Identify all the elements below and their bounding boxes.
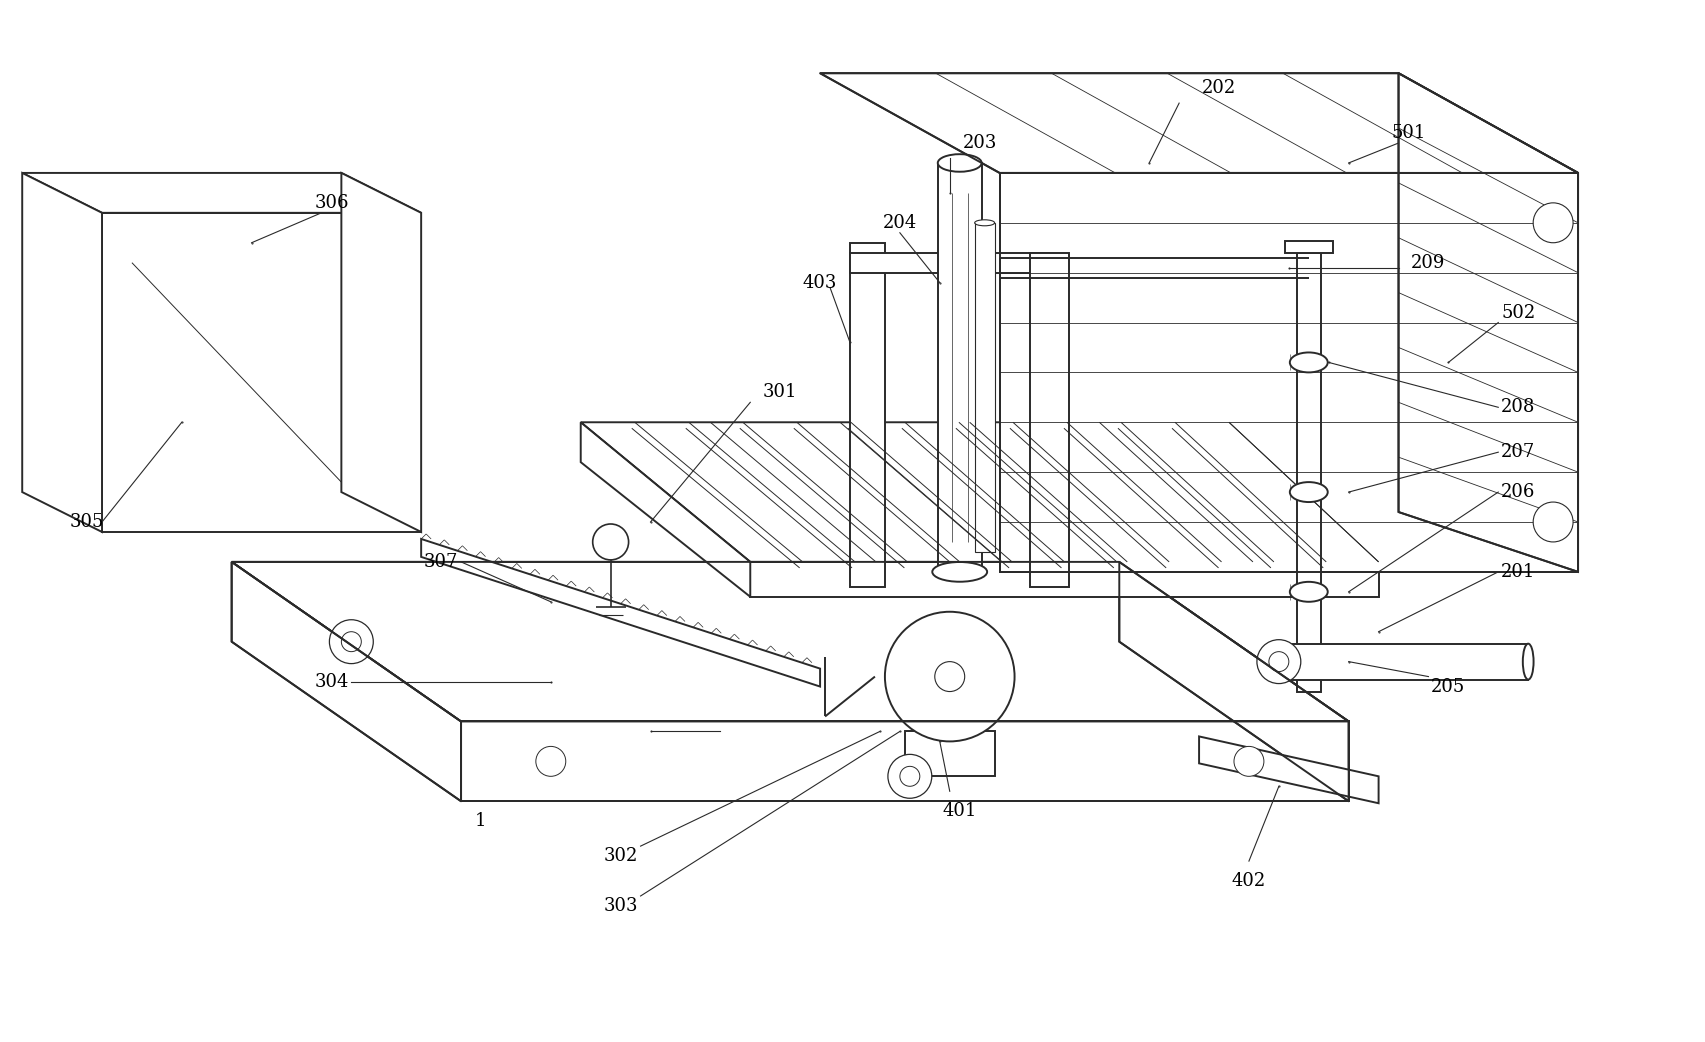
Text: 203: 203	[963, 134, 997, 152]
Polygon shape	[1279, 644, 1528, 679]
Text: 501: 501	[1391, 124, 1425, 142]
Polygon shape	[22, 173, 421, 213]
Polygon shape	[1286, 241, 1333, 253]
Text: 402: 402	[1231, 872, 1267, 890]
Text: 1: 1	[476, 812, 486, 830]
Text: 502: 502	[1500, 303, 1535, 322]
Circle shape	[1533, 203, 1574, 243]
Polygon shape	[102, 213, 421, 532]
Circle shape	[593, 524, 629, 560]
Circle shape	[1257, 640, 1301, 684]
Text: 303: 303	[604, 897, 638, 915]
Ellipse shape	[1523, 644, 1533, 679]
Polygon shape	[232, 562, 460, 801]
Ellipse shape	[1289, 352, 1328, 372]
Ellipse shape	[1289, 581, 1328, 602]
Polygon shape	[975, 223, 994, 552]
Ellipse shape	[975, 220, 994, 226]
Circle shape	[900, 766, 919, 787]
Text: 403: 403	[803, 274, 837, 292]
Text: 302: 302	[604, 847, 638, 865]
Polygon shape	[1199, 737, 1379, 803]
Circle shape	[888, 754, 933, 798]
Polygon shape	[750, 562, 1379, 597]
Polygon shape	[1298, 253, 1321, 692]
Text: 202: 202	[1202, 79, 1236, 97]
Polygon shape	[341, 173, 421, 532]
Text: 205: 205	[1430, 677, 1466, 696]
Polygon shape	[851, 243, 885, 587]
Circle shape	[934, 662, 965, 692]
Polygon shape	[581, 422, 750, 597]
Circle shape	[1269, 651, 1289, 672]
Ellipse shape	[1289, 482, 1328, 502]
Text: 209: 209	[1412, 253, 1446, 272]
Polygon shape	[581, 422, 1379, 562]
Polygon shape	[1398, 73, 1579, 572]
Polygon shape	[938, 163, 982, 572]
Text: 307: 307	[425, 553, 459, 571]
Text: 208: 208	[1500, 398, 1536, 417]
Polygon shape	[460, 721, 1349, 801]
Polygon shape	[1030, 253, 1069, 587]
Ellipse shape	[933, 562, 987, 581]
Text: 301: 301	[762, 383, 798, 401]
Text: 204: 204	[883, 214, 917, 231]
Circle shape	[1234, 746, 1263, 776]
Circle shape	[535, 746, 566, 776]
Text: 306: 306	[314, 194, 348, 212]
Circle shape	[1533, 502, 1574, 542]
Text: 207: 207	[1500, 443, 1535, 462]
Text: 201: 201	[1500, 563, 1536, 580]
Polygon shape	[820, 73, 1579, 173]
Polygon shape	[232, 562, 1349, 721]
Polygon shape	[999, 173, 1579, 572]
Ellipse shape	[938, 154, 982, 172]
Polygon shape	[1118, 562, 1349, 801]
Text: 401: 401	[943, 802, 977, 820]
Text: 206: 206	[1500, 483, 1536, 501]
Polygon shape	[905, 731, 994, 776]
Polygon shape	[22, 173, 102, 532]
Text: 305: 305	[70, 513, 104, 531]
Text: 304: 304	[314, 672, 348, 691]
Circle shape	[885, 612, 1014, 742]
Polygon shape	[421, 539, 820, 687]
Circle shape	[341, 631, 361, 651]
Circle shape	[329, 620, 373, 664]
Polygon shape	[851, 253, 1050, 273]
